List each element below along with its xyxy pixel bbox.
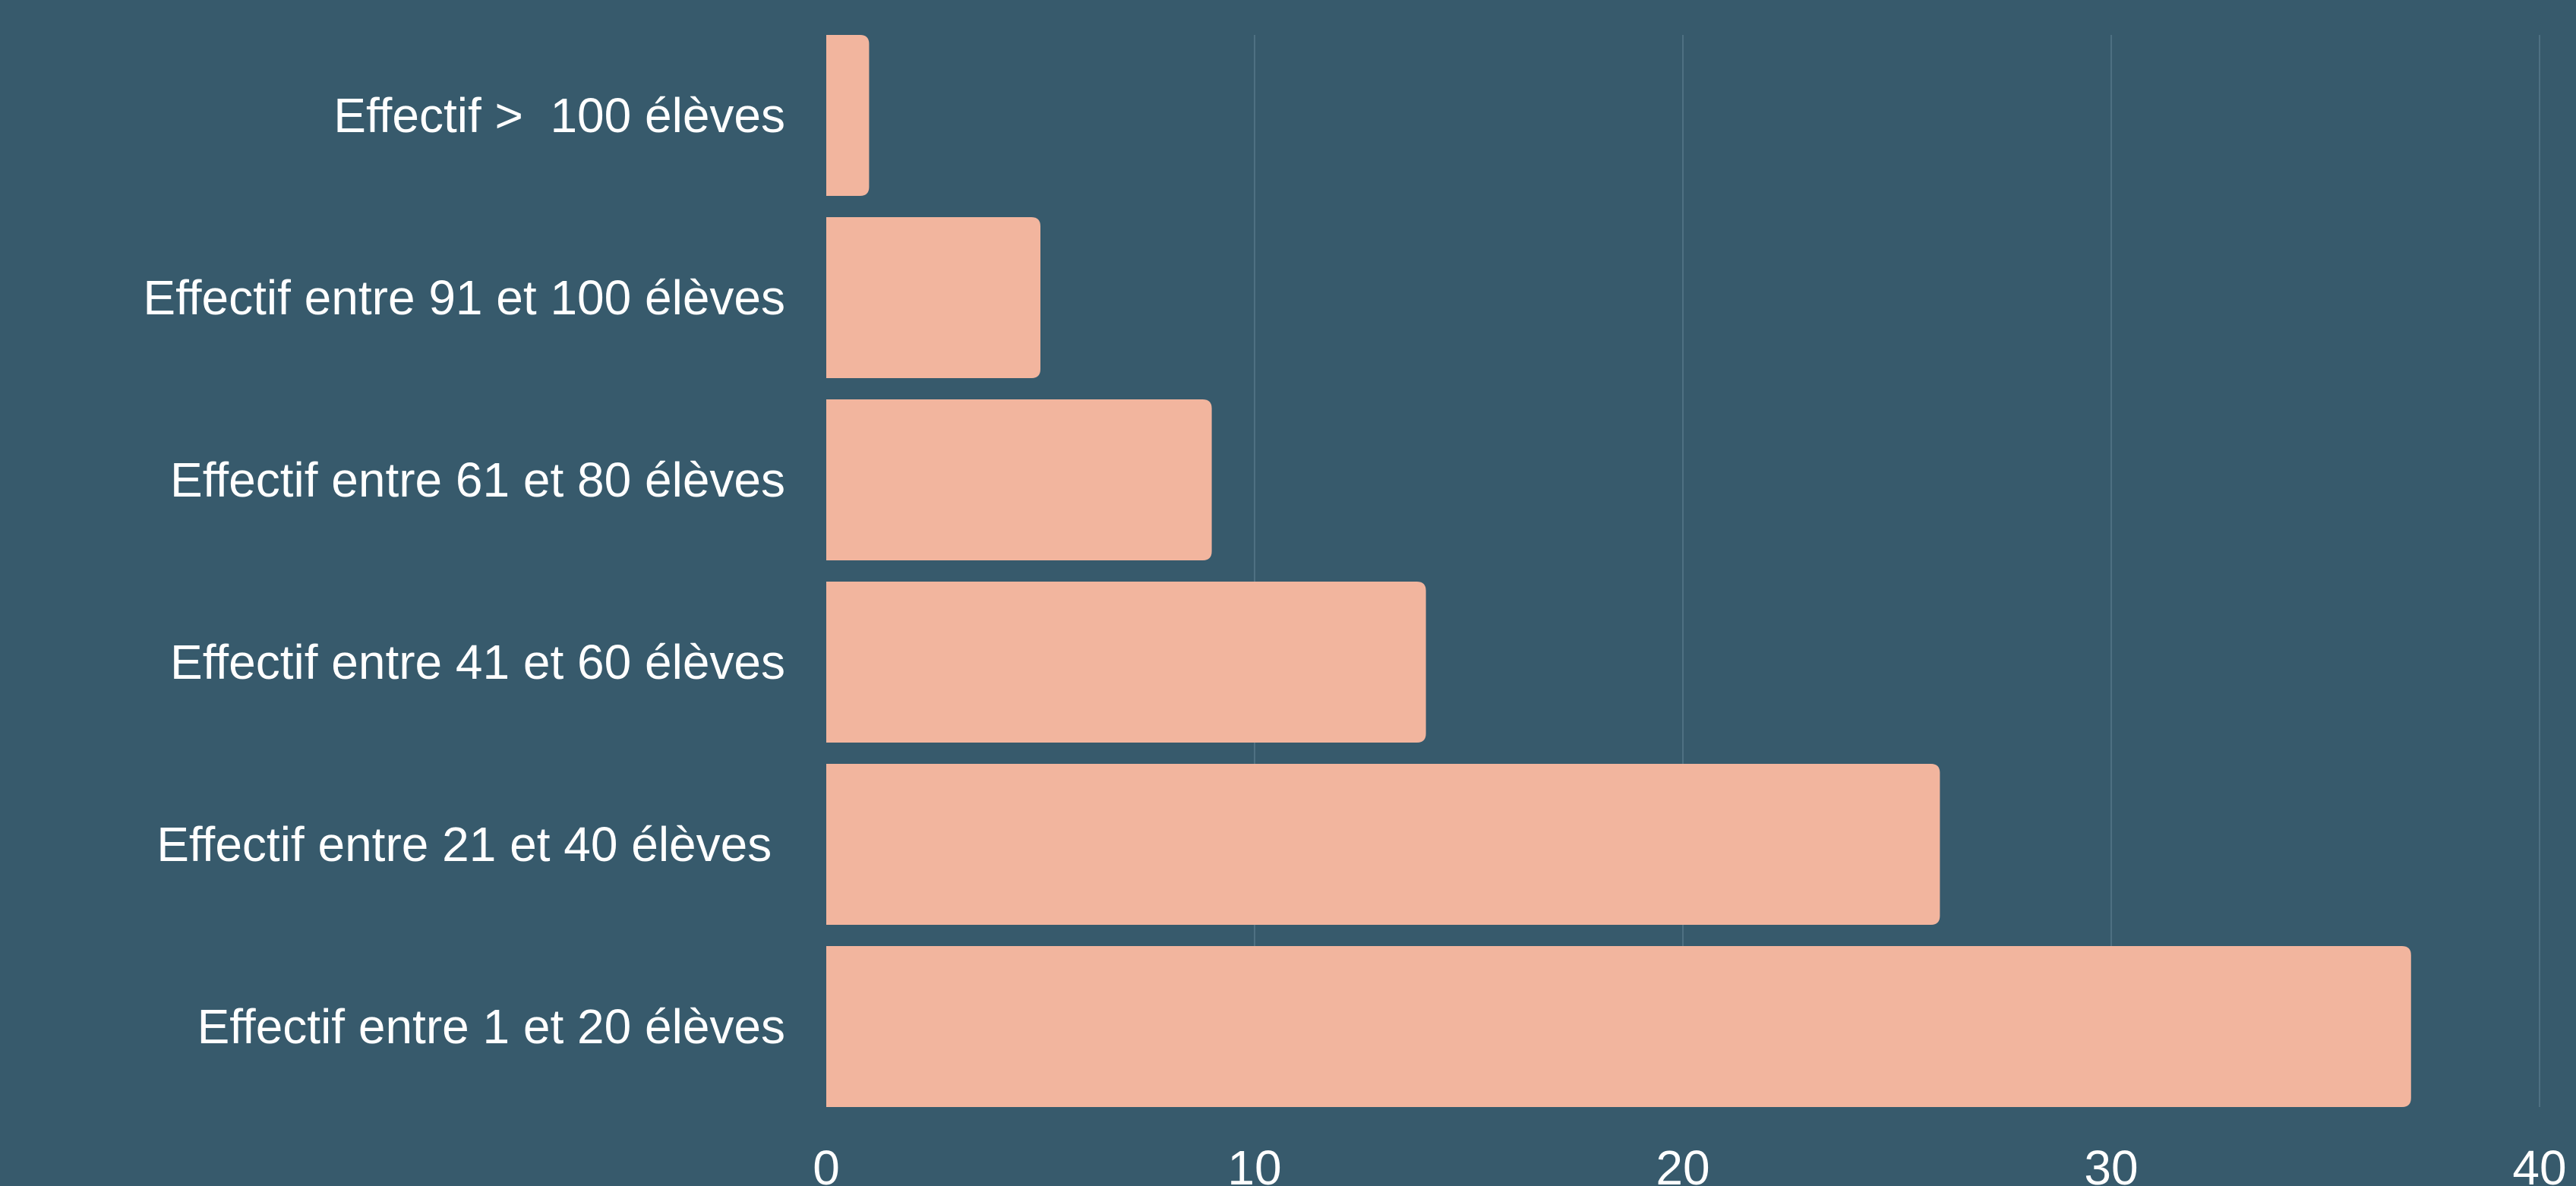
x-tick-label-40: 40 [2512,1140,2566,1186]
category-labels: Effectif > 100 élèves Effectif entre 91 e… [143,88,785,1054]
x-tick-label-0: 0 [813,1140,840,1186]
category-label-1: Effectif > 100 élèves [333,88,785,143]
category-label-3: Effectif entre 61 et 80 élèves [170,453,785,507]
category-label-6: Effectif entre 1 et 20 élèves [197,999,785,1054]
bar-2 [826,217,1040,378]
category-label-5: Effectif entre 21 et 40 élèves [156,817,785,872]
bar-5 [826,764,1940,925]
category-label-2: Effectif entre 91 et 100 élèves [143,270,785,325]
category-label-4: Effectif entre 41 et 60 élèves [170,635,785,689]
x-tick-label-30: 30 [2084,1140,2138,1186]
bar-1 [826,35,870,196]
x-tick-label-20: 20 [1656,1140,1709,1186]
x-axis-ticks: 0 10 20 30 40 [813,1140,2566,1186]
bars [826,35,2411,1107]
bar-6 [826,946,2411,1107]
bar-3 [826,399,1212,560]
bar-4 [826,582,1426,743]
x-tick-label-10: 10 [1227,1140,1281,1186]
gridlines [1254,35,2540,1107]
